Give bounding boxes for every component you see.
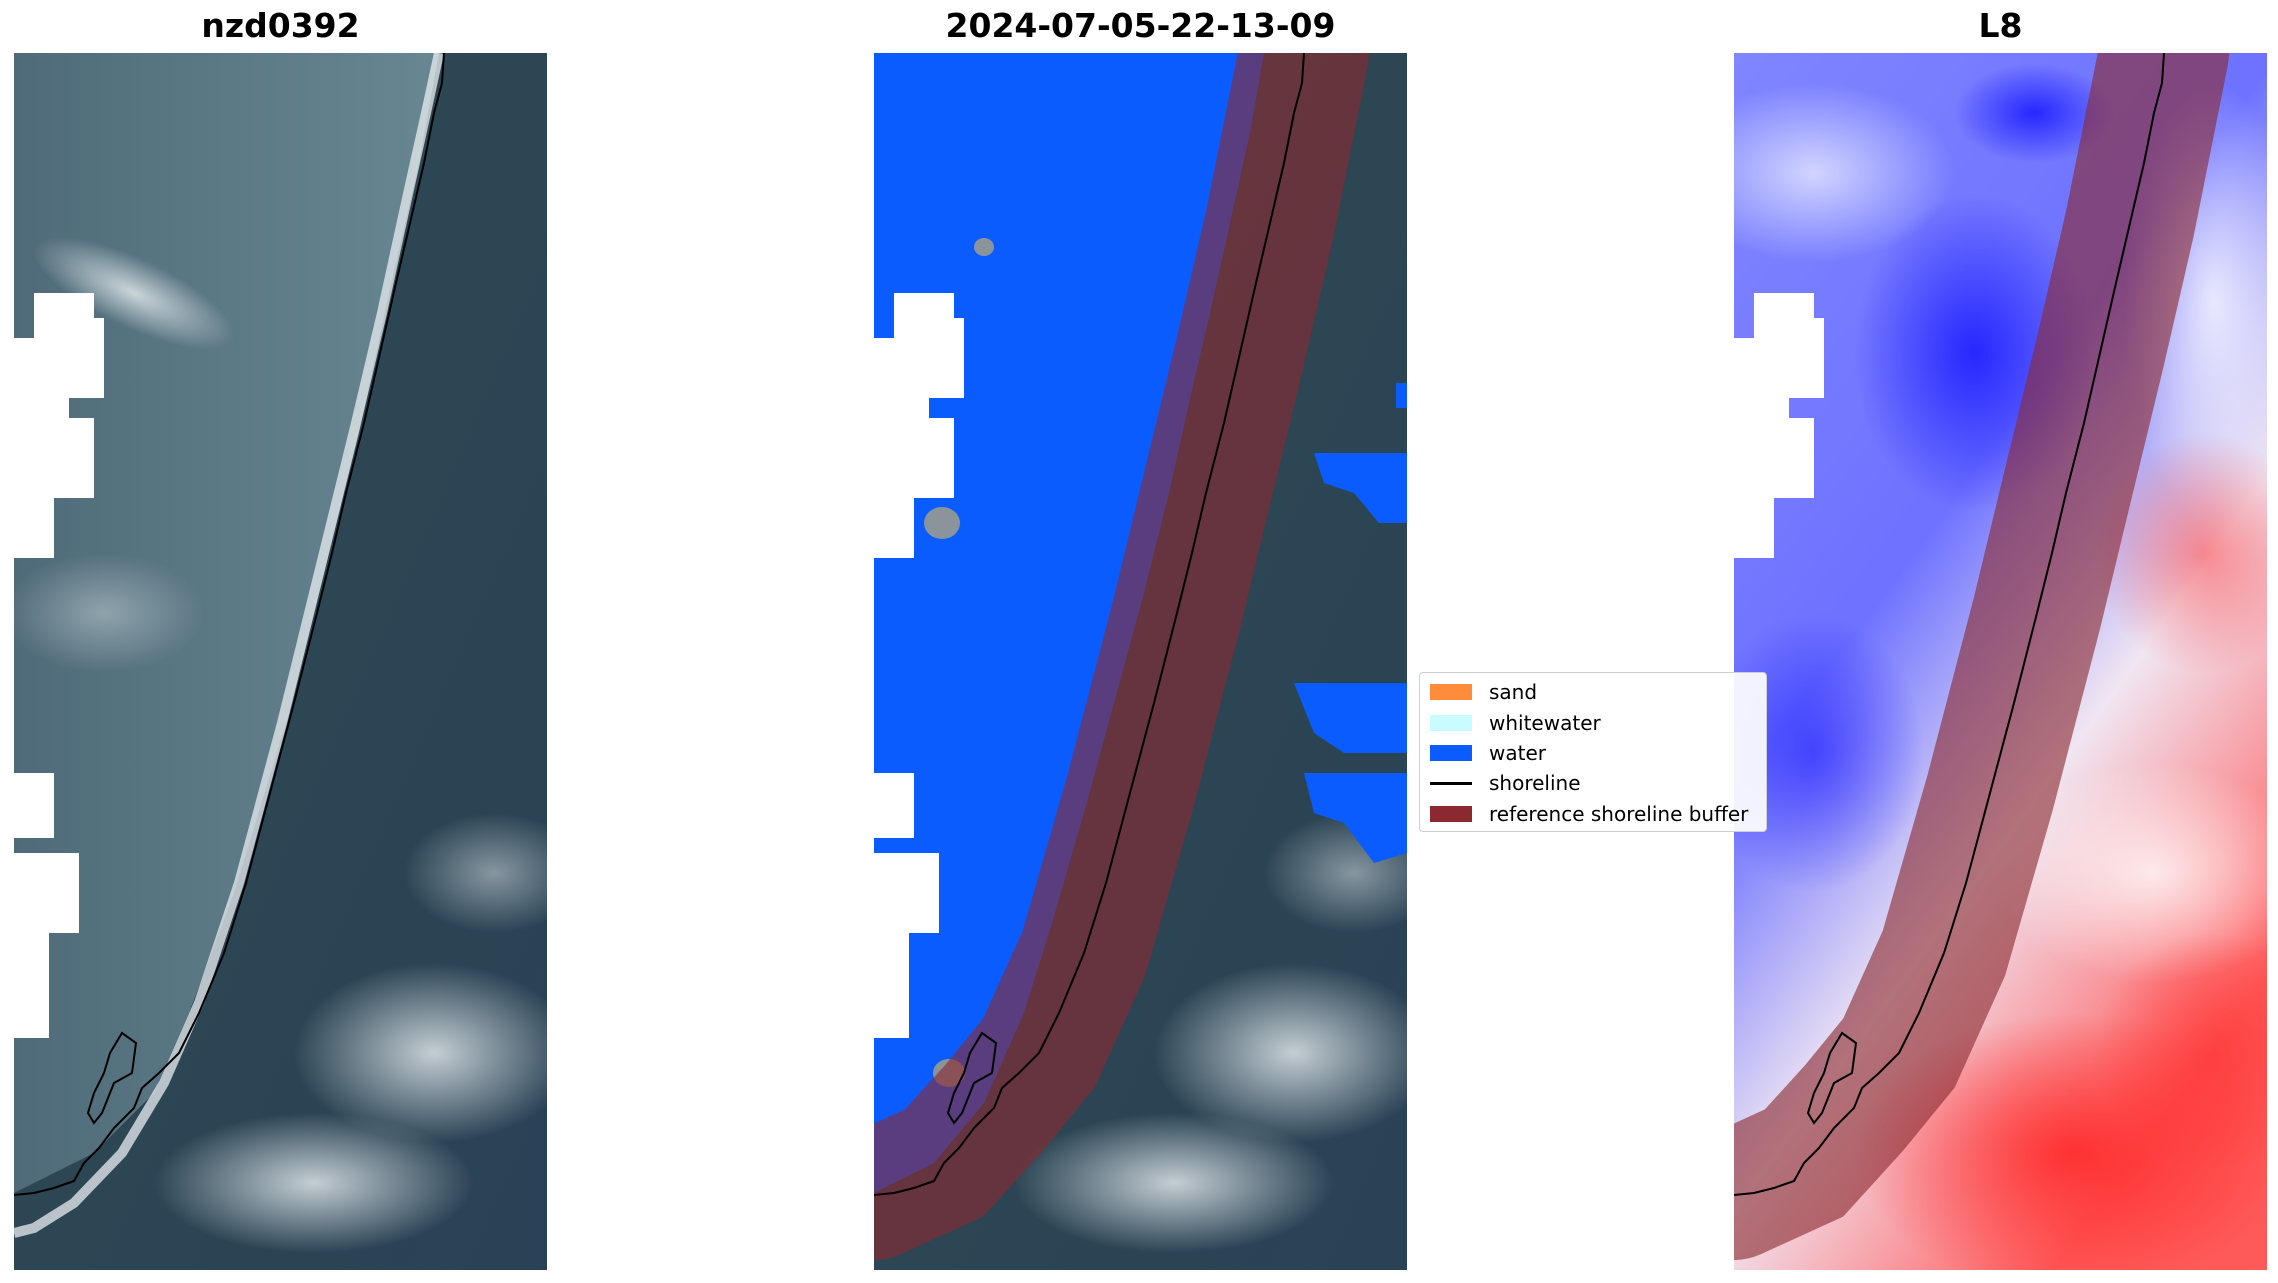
legend-label-water: water (1489, 740, 1546, 765)
panel-title-left: nzd0392 (201, 6, 360, 45)
shoreline-line-swatch (1430, 781, 1472, 785)
legend-item-water: water (1430, 738, 1756, 768)
rgb-image (14, 53, 547, 1270)
legend-label-buffer: reference shoreline buffer (1489, 801, 1749, 826)
panel-title-middle: 2024-07-05-22-13-09 (945, 6, 1336, 45)
shoreline-line-middle (874, 53, 1305, 1196)
legend-item-buffer: reference shoreline buffer (1430, 799, 1756, 829)
water-swatch (1430, 744, 1472, 761)
shoreline-line-right (1734, 53, 2165, 1196)
legend-item-whitewater: whitewater (1430, 707, 1756, 737)
whitewater-swatch (1430, 714, 1472, 731)
classified-image-panel (874, 53, 1407, 1270)
rgb-image-panel (14, 53, 547, 1270)
legend-label-sand: sand (1489, 680, 1538, 705)
index-image-panel (1734, 53, 2267, 1270)
sand-swatch (1430, 684, 1472, 701)
classified-image (874, 53, 1407, 1270)
legend-label-shoreline: shoreline (1489, 771, 1581, 796)
water-class-area (874, 53, 1264, 1193)
index-image (1734, 53, 2267, 1270)
legend-label-whitewater: whitewater (1489, 710, 1601, 735)
legend-item-shoreline: shoreline (1430, 768, 1756, 798)
buffer-swatch (1430, 805, 1472, 822)
legend-item-sand: sand (1430, 677, 1756, 707)
panel-title-right: L8 (1978, 6, 2023, 45)
legend: sand whitewater water shoreline referenc… (1419, 672, 1767, 832)
shoreline-line-left (14, 53, 445, 1196)
